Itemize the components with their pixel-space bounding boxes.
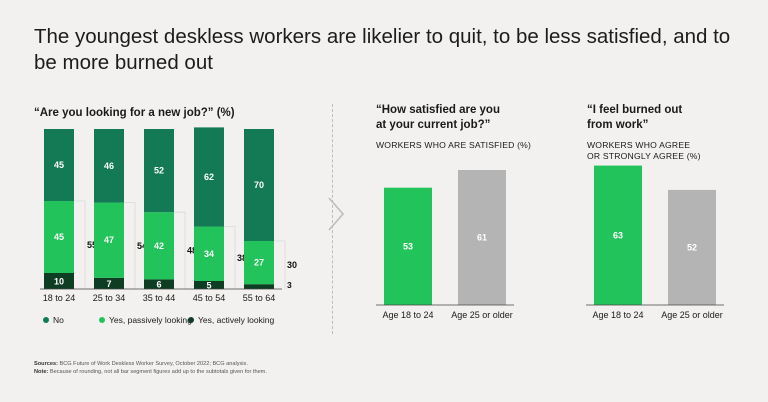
x-tick-label: Age 25 or older: [661, 310, 723, 320]
legend-label: No: [53, 315, 64, 325]
value-label: 52: [687, 242, 697, 252]
bar-passively-looking: [144, 212, 174, 280]
note-label: Note:: [34, 369, 49, 375]
subtotal-bracket: [74, 200, 86, 289]
legend-label: Yes, actively looking: [198, 315, 275, 325]
value-label-active: 6: [156, 280, 161, 290]
value-label-active: 10: [54, 277, 64, 287]
panel-1-title: “Are you looking for a new job?” (%): [34, 107, 235, 119]
value-label-passive: 42: [154, 241, 164, 251]
value-label-passive: 45: [54, 232, 64, 242]
subtotal-bracket: [274, 240, 286, 289]
subtotal-label: 54: [137, 241, 147, 251]
bar-passively-looking: [244, 241, 274, 285]
bar-not-looking: [44, 129, 74, 201]
subtotal-bracket: [224, 226, 236, 289]
panel-2-subtitle: WORKERS WHO ARE SATISFIED (%): [376, 140, 532, 150]
panel-3-title: “I feel burned out from work”: [587, 103, 682, 133]
chevron-right-icon: [328, 197, 345, 231]
bar-passively-looking: [194, 226, 224, 281]
bar: [384, 187, 432, 305]
bar-not-looking: [94, 129, 124, 203]
bar: [458, 170, 506, 305]
value-label: 63: [613, 230, 623, 240]
sources-label: Sources:: [34, 361, 58, 367]
panel-3-subtitle-line-2: OR STRONGLY AGREE (%): [587, 151, 701, 161]
subtotal-label: 48: [187, 246, 197, 256]
bar-passively-looking: [44, 201, 74, 273]
panel-3-title-line-1: “I feel burned out: [587, 104, 683, 116]
subtotal-label: 55: [87, 240, 97, 250]
bar-actively-looking: [94, 277, 124, 289]
value-label-active: 3: [287, 280, 292, 290]
bar-passively-looking: [94, 202, 124, 278]
panel-2-title-line-1: “How satisfied are you: [376, 104, 500, 116]
bar-actively-looking: [44, 273, 74, 289]
bar: [594, 165, 642, 305]
panel-3-subtitle-line-1: WORKERS WHO AGREE: [587, 140, 691, 150]
value-label-no: 46: [104, 161, 114, 171]
value-label-no: 52: [154, 166, 164, 176]
value-label-no: 70: [254, 180, 264, 190]
footer-sources: Sources: BCG Future of Work Deskless Wor…: [34, 360, 267, 368]
x-tick-label: Age 25 or older: [451, 310, 513, 320]
panel-2-title-line-2: at your current job?”: [376, 119, 491, 131]
legend-marker: [43, 317, 49, 323]
bar-not-looking: [144, 129, 174, 213]
bar-not-looking: [194, 127, 224, 227]
note-text: Because of rounding, not all bar segment…: [48, 369, 267, 375]
panel-3-subtitle: WORKERS WHO AGREE OR STRONGLY AGREE (%): [587, 140, 701, 162]
bar-actively-looking: [194, 281, 224, 289]
x-tick-label: 55 to 64: [243, 293, 276, 303]
bar-actively-looking: [144, 279, 174, 289]
value-label-no: 62: [204, 172, 214, 182]
sources-text: BCG Future of Work Deskless Worker Surve…: [57, 361, 248, 367]
subtotal-bracket: [124, 202, 136, 289]
panel-2-title: “How satisfied are you at your current j…: [376, 103, 500, 133]
x-tick-label: 45 to 54: [193, 293, 226, 303]
subtotal-label: 30: [287, 260, 297, 270]
panel-divider: [332, 104, 333, 334]
legend-marker: [188, 317, 194, 323]
value-label-passive: 27: [254, 258, 264, 268]
legend-marker: [99, 317, 105, 323]
value-label: 53: [403, 241, 413, 251]
x-tick-label: 25 to 34: [93, 293, 126, 303]
bar-not-looking: [244, 129, 274, 241]
footer-note: Note: Because of rounding, not all bar s…: [34, 368, 267, 376]
value-label: 61: [477, 233, 487, 243]
subtotal-bracket: [174, 211, 186, 289]
x-tick-label: Age 18 to 24: [592, 310, 643, 320]
value-label-no: 45: [54, 160, 64, 170]
page-title: The youngest deskless workers are likeli…: [34, 25, 731, 74]
x-tick-label: Age 18 to 24: [382, 310, 433, 320]
panel-3-title-line-2: from work”: [587, 119, 649, 131]
legend-label: Yes, passively looking: [109, 315, 192, 325]
value-label-passive: 47: [104, 235, 114, 245]
bar-actively-looking: [244, 284, 274, 289]
x-tick-label: 18 to 24: [43, 293, 76, 303]
x-tick-label: 35 to 44: [143, 293, 176, 303]
subtotal-label: 38: [237, 253, 247, 263]
value-label-active: 7: [106, 279, 111, 289]
footer: Sources: BCG Future of Work Deskless Wor…: [34, 360, 267, 376]
bar: [668, 189, 716, 305]
value-label-passive: 34: [204, 249, 214, 259]
value-label-active: 5: [206, 281, 211, 291]
